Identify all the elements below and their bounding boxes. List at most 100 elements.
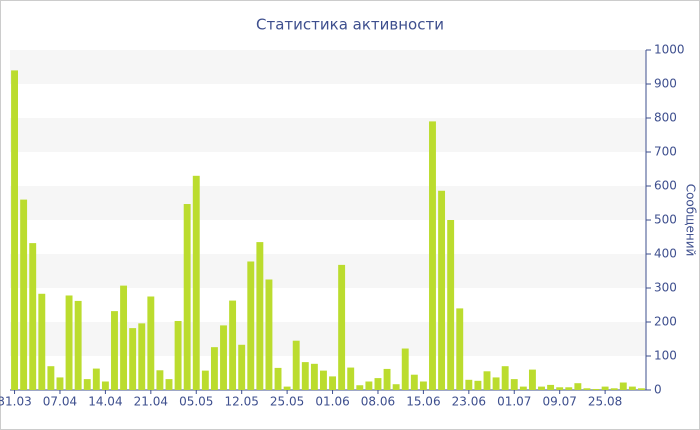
- grid-band: [10, 322, 646, 356]
- x-tick-label: 23.06: [452, 395, 486, 409]
- bar: [201, 370, 209, 390]
- chart-title: Статистика активности: [256, 16, 444, 34]
- bar: [101, 381, 109, 390]
- bar: [483, 371, 491, 390]
- bar: [329, 376, 336, 390]
- y-tick-label: 200: [654, 315, 677, 329]
- bar: [256, 242, 264, 390]
- grid-band: [10, 50, 646, 84]
- x-tick-label: 01.06: [315, 395, 349, 409]
- y-tick-label: 600: [654, 179, 677, 193]
- bar: [174, 320, 182, 390]
- bar: [301, 362, 309, 390]
- bar: [547, 384, 555, 390]
- x-tick-label: 12.05: [225, 395, 259, 409]
- bar: [429, 121, 436, 391]
- bar: [556, 387, 564, 390]
- bar: [438, 190, 446, 390]
- y-axis-label: Сообщений: [684, 184, 698, 257]
- bar: [347, 367, 355, 390]
- bar: [56, 377, 64, 390]
- bar: [310, 363, 318, 390]
- bar: [383, 368, 391, 390]
- bar: [274, 367, 282, 390]
- bar: [419, 381, 427, 390]
- y-tick-label: 300: [654, 281, 677, 295]
- bar: [592, 388, 600, 390]
- bar: [638, 388, 645, 390]
- y-tick-label: 400: [654, 247, 677, 261]
- y-tick-label: 900: [654, 77, 677, 91]
- bar: [47, 366, 55, 390]
- bar: [465, 379, 473, 390]
- bar: [528, 369, 536, 390]
- bar: [610, 388, 618, 390]
- bar: [574, 383, 582, 390]
- bar: [447, 220, 455, 390]
- bar: [265, 279, 273, 390]
- bar: [156, 370, 164, 390]
- bar: [474, 380, 482, 390]
- bar: [501, 366, 509, 390]
- bar: [619, 382, 627, 390]
- x-tick-label: 25.05: [270, 395, 304, 409]
- x-tick-label: 01.07: [497, 395, 531, 409]
- bar: [83, 379, 91, 390]
- bar: [165, 379, 173, 390]
- bar: [374, 378, 382, 390]
- bar: [38, 293, 46, 390]
- bar: [410, 374, 418, 390]
- bar: [120, 285, 128, 390]
- x-tick-label: 14.04: [88, 395, 122, 409]
- bar: [210, 347, 218, 390]
- bar: [65, 295, 73, 390]
- x-tick-label: 09.07: [543, 395, 577, 409]
- y-tick-label: 500: [654, 213, 677, 227]
- bar: [183, 204, 191, 390]
- x-tick-label: 25.08: [588, 395, 622, 409]
- bar: [628, 386, 636, 390]
- bar: [538, 386, 545, 390]
- bar: [92, 368, 100, 390]
- bar: [138, 323, 146, 390]
- x-tick-label: 08.06: [361, 395, 395, 409]
- bar: [401, 348, 409, 390]
- bar: [238, 344, 246, 390]
- bar: [29, 243, 37, 390]
- x-tick-label: 21.04: [134, 395, 168, 409]
- bar: [292, 340, 300, 390]
- x-tick-label: 07.04: [43, 395, 77, 409]
- bar: [11, 70, 18, 391]
- y-tick-label: 700: [654, 145, 677, 159]
- bar: [565, 387, 573, 390]
- bar: [192, 175, 200, 390]
- bar: [492, 377, 500, 390]
- y-tick-label: 800: [654, 111, 677, 125]
- bar: [338, 264, 346, 390]
- bar: [365, 381, 373, 390]
- bar: [229, 300, 237, 390]
- bar: [601, 386, 609, 390]
- y-tick-label: 1000: [654, 43, 685, 57]
- bar: [147, 296, 155, 390]
- y-tick-label: 0: [654, 383, 662, 397]
- bar: [392, 384, 400, 390]
- bar: [220, 325, 227, 390]
- bar: [247, 261, 255, 390]
- bar: [510, 379, 518, 390]
- x-tick-label: 15.06: [406, 395, 440, 409]
- x-tick-label: 31.03: [0, 395, 32, 409]
- bar: [356, 385, 364, 390]
- bar: [583, 388, 591, 390]
- y-tick-label: 100: [654, 349, 677, 363]
- bar: [320, 370, 327, 390]
- bar: [129, 328, 137, 390]
- bar: [20, 199, 28, 390]
- bar: [456, 308, 464, 390]
- bar: [519, 386, 527, 390]
- bar: [283, 386, 291, 390]
- bar: [74, 300, 82, 390]
- x-tick-label: 05.05: [179, 395, 213, 409]
- grid-band: [10, 118, 646, 152]
